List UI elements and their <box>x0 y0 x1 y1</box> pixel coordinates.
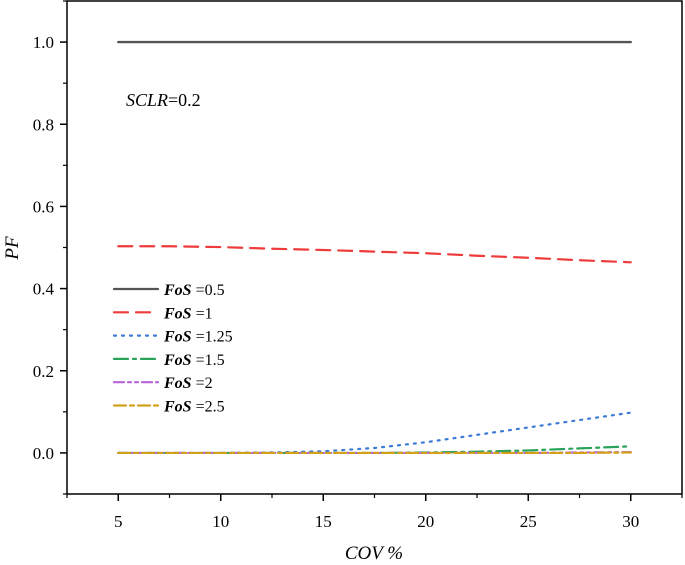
axis-ticks: 5 10 15 20 25 30 0.0 0.2 0.4 0.6 0.8 1.0 <box>33 0 683 531</box>
y-tick-label: 0.6 <box>33 197 54 216</box>
legend-label-6: FoS =2.5 <box>163 399 225 416</box>
x-tick-label: 15 <box>315 512 332 531</box>
legend-label-4: FoS =1.5 <box>163 352 225 369</box>
legend-label-1: FoS =0.5 <box>163 282 225 299</box>
x-axis-title: COV % <box>345 543 403 564</box>
legend-label-5: FoS =2 <box>163 375 213 392</box>
y-tick-label: 0.8 <box>33 115 54 134</box>
y-tick-label: 1.0 <box>33 33 54 52</box>
y-tick-label: 0.2 <box>33 362 54 381</box>
series-line-2 <box>117 245 632 264</box>
y-tick-label: 0.0 <box>33 444 54 463</box>
plot-frame <box>66 0 683 495</box>
series-lines <box>117 40 632 455</box>
x-tick-label: 10 <box>212 512 229 531</box>
series-line-3 <box>117 411 632 455</box>
x-tick-label: 25 <box>520 512 537 531</box>
legend-label-2: FoS =1 <box>163 305 213 322</box>
legend-label-3: FoS =1.25 <box>163 329 233 346</box>
y-axis-title: PF <box>2 236 23 261</box>
y-tick-label: 0.4 <box>33 280 55 299</box>
annotation-sclr: SCLR=0.2 <box>126 90 201 110</box>
x-tick-label: 5 <box>114 512 123 531</box>
x-tick-label: 20 <box>417 512 434 531</box>
legend: FoS =0.5 FoS =1 FoS =1.25 FoS =1.5 FoS =2 FoS… <box>112 282 233 416</box>
x-tick-label: 30 <box>622 512 639 531</box>
